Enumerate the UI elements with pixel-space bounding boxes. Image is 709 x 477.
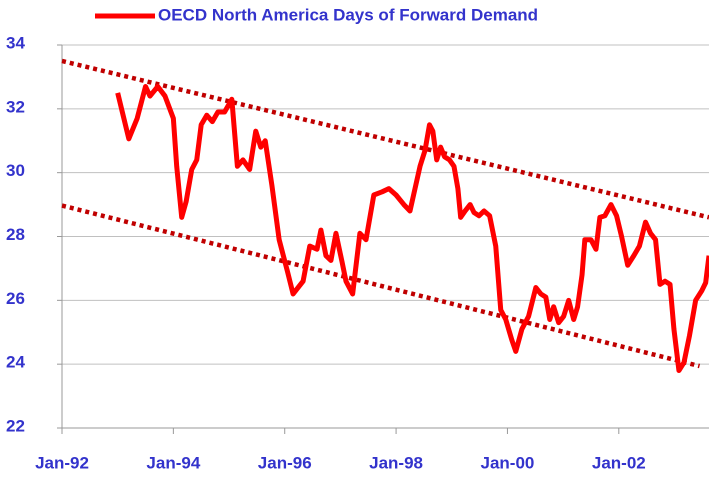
y-tick-label: 32 xyxy=(6,97,25,116)
y-tick-label: 24 xyxy=(6,353,25,372)
legend-label: OECD North America Days of Forward Deman… xyxy=(158,5,538,24)
y-tick-label: 26 xyxy=(6,289,25,308)
y-tick-label: 22 xyxy=(6,416,25,435)
x-tick-label: Jan-92 xyxy=(35,453,89,472)
trend-line xyxy=(61,58,709,220)
x-tick-label: Jan-98 xyxy=(369,453,423,472)
y-tick-label: 34 xyxy=(6,33,25,52)
x-tick-label: Jan-02 xyxy=(592,453,646,472)
x-tick-label: Jan-94 xyxy=(146,453,200,472)
x-tick-label: Jan-96 xyxy=(258,453,312,472)
y-tick-label: 28 xyxy=(6,225,25,244)
data-line xyxy=(115,83,709,374)
y-tick-label: 30 xyxy=(6,161,25,180)
trend-line xyxy=(61,203,701,369)
x-tick-label: Jan-00 xyxy=(481,453,535,472)
